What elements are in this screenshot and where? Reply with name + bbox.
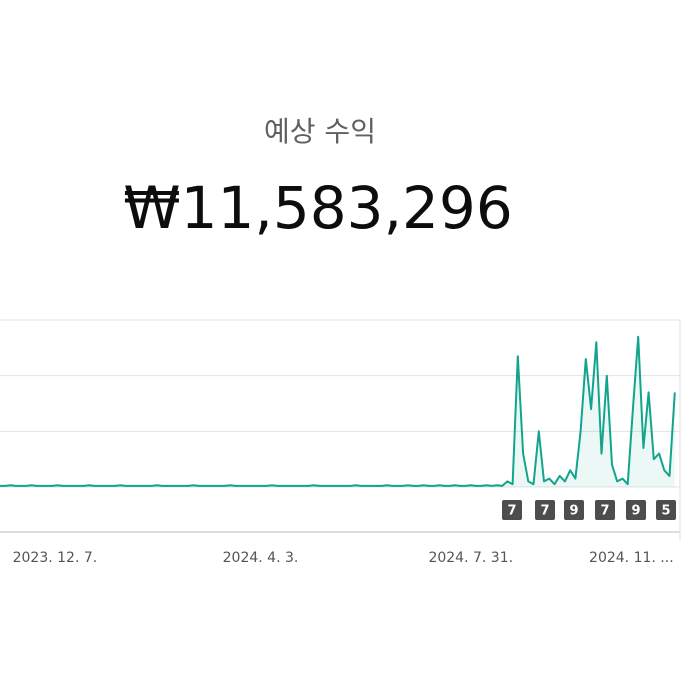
badge-label: 7: [507, 504, 516, 519]
x-tick-label: 2024. 7. 31.: [428, 550, 513, 566]
area-fill: [0, 336, 675, 487]
annotation-badge: 9: [564, 500, 584, 520]
badge-box: [595, 500, 615, 520]
x-tick-label: 2023. 12. 7.: [13, 550, 98, 566]
badge-label: 7: [600, 504, 609, 519]
metric-title: 예상 수익: [264, 115, 376, 148]
line-series: [0, 335, 676, 487]
annotation-badge: 7: [535, 500, 555, 520]
badge-label: 9: [631, 504, 640, 519]
badge-label: 9: [569, 504, 578, 519]
badge-box: [535, 500, 555, 520]
annotation-badge: 7: [502, 500, 522, 520]
badge-label: 7: [540, 504, 549, 519]
annotation-badge: 7: [595, 500, 615, 520]
annotation-badge: 9: [626, 500, 646, 520]
badge-box: [656, 500, 676, 520]
annotation-badge: 5: [656, 500, 676, 520]
x-tick-label: 2024. 4. 3.: [223, 550, 299, 566]
badge-box: [564, 500, 584, 520]
x-tick-label: 2024. 11. ...: [589, 550, 674, 566]
badge-label: 5: [661, 504, 670, 519]
badge-box: [502, 500, 522, 520]
badge-box: [626, 500, 646, 520]
metric-value: ₩11,583,296: [123, 174, 512, 242]
